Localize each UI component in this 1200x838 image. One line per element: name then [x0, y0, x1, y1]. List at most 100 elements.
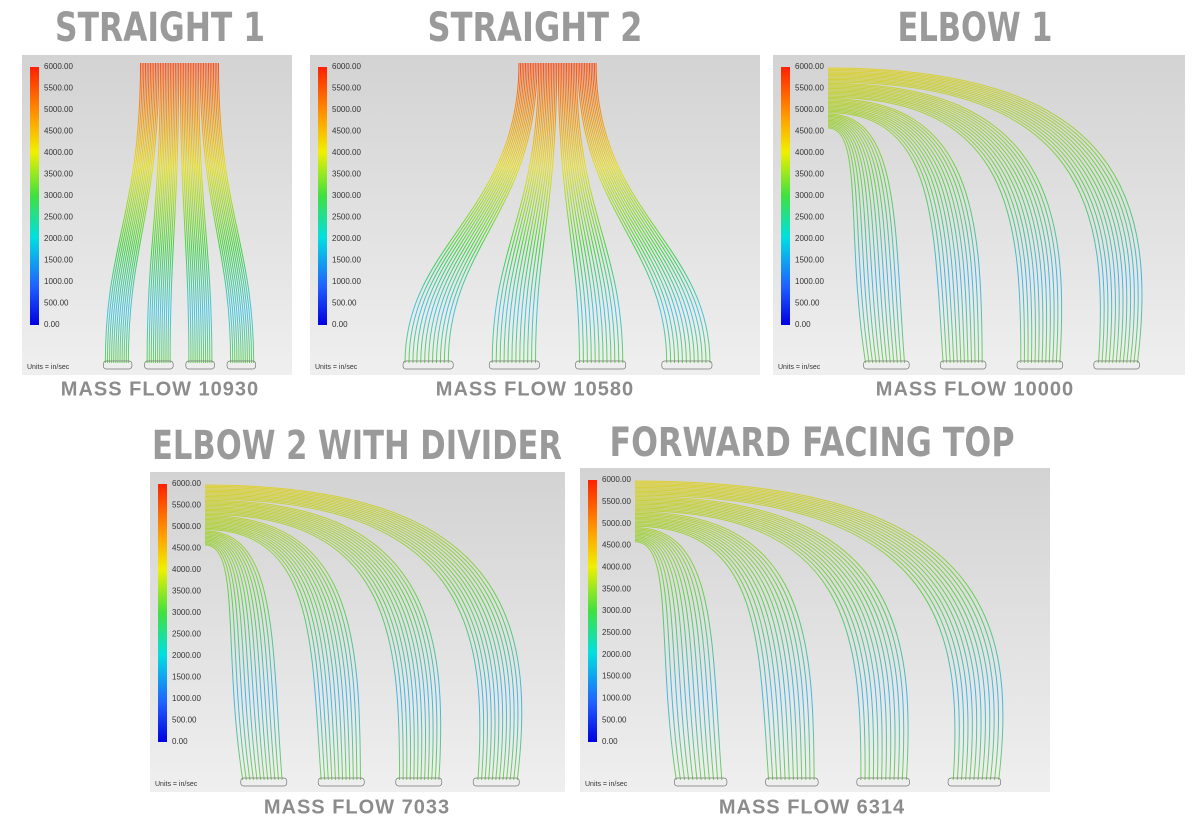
streamline — [106, 62, 143, 364]
colorbar-tick-label: 500.00 — [172, 716, 197, 725]
colorbar-tick-label: 500.00 — [602, 715, 627, 724]
colorbar-tick-label: 4000.00 — [44, 148, 73, 157]
panel-background — [310, 55, 760, 375]
streamline — [827, 112, 944, 364]
streamline — [827, 84, 1059, 364]
streamline — [495, 62, 541, 364]
streamline — [196, 62, 211, 364]
streamline — [827, 70, 1135, 364]
panel-title: STRAIGHT 1 — [55, 5, 265, 51]
colorbar-tick-label: 5500.00 — [332, 84, 361, 93]
streamline — [634, 508, 866, 781]
streamline — [634, 534, 698, 781]
colorbar-tick-label: 1500.00 — [172, 673, 201, 682]
colorbar-tick-label: 4500.00 — [795, 127, 824, 136]
streamline — [562, 62, 592, 364]
runner-outlet — [317, 777, 365, 787]
panel-title: ELBOW 2 WITH DIVIDER — [152, 423, 562, 469]
streamline — [204, 540, 254, 781]
mass-flow-caption: MASS FLOW 10000 — [876, 378, 1074, 400]
colorbar-tick-label: 500.00 — [795, 299, 820, 308]
streamline — [634, 516, 799, 781]
streamline — [204, 526, 329, 781]
runner-outlet — [144, 360, 174, 370]
units-label: Units = in/sec — [315, 364, 358, 371]
streamline — [634, 523, 778, 781]
streamline — [523, 62, 553, 364]
panel-title: ELBOW 1 — [898, 5, 1053, 51]
streamline — [827, 119, 888, 364]
streamline — [204, 520, 347, 781]
streamline — [634, 529, 715, 781]
streamline — [150, 62, 165, 364]
streamline — [827, 107, 958, 364]
colorbar-tick-label: 5500.00 — [602, 497, 631, 506]
streamline — [424, 62, 528, 364]
streamline — [111, 62, 147, 364]
colorbar-tick-label: 1500.00 — [795, 256, 824, 265]
mass-flow-caption: MASS FLOW 10930 — [61, 378, 259, 400]
streamline — [827, 103, 969, 364]
streamline — [572, 62, 616, 364]
streamline — [634, 496, 909, 781]
streamline — [183, 62, 194, 364]
streamline — [634, 483, 995, 781]
streamline — [634, 485, 986, 781]
streamline — [408, 62, 522, 364]
streamline — [152, 62, 166, 364]
streamline — [827, 123, 877, 364]
streamline — [204, 511, 408, 781]
streamline — [109, 62, 145, 364]
streamline — [416, 62, 525, 364]
colorbar-tick-label: 500.00 — [44, 299, 69, 308]
streamline — [199, 62, 232, 364]
streamline — [208, 62, 242, 364]
streamline — [515, 62, 549, 364]
streamline — [592, 62, 703, 364]
colorbar-tick-label: 500.00 — [332, 299, 357, 308]
streamline — [827, 114, 902, 364]
streamline — [186, 62, 198, 364]
colorbar-tick-label: 5000.00 — [172, 522, 201, 531]
colorbar-tick-label: 2500.00 — [172, 630, 201, 639]
streamline — [204, 544, 244, 781]
streamline — [204, 489, 507, 781]
streamline — [827, 78, 1109, 364]
streamline — [535, 62, 558, 364]
streamline — [827, 85, 1055, 364]
colorbar-tick-label: 3000.00 — [44, 191, 73, 200]
colorbar-tick-label: 3500.00 — [172, 587, 201, 596]
streamline — [634, 506, 875, 781]
runner-outlet — [102, 360, 133, 370]
streamline — [204, 503, 430, 781]
colorbar-tick-label: 3500.00 — [795, 170, 824, 179]
streamline — [634, 486, 982, 781]
runner-outlet — [1016, 360, 1064, 370]
streamline — [827, 121, 884, 364]
runner-outlet — [185, 360, 215, 370]
streamline — [634, 518, 794, 781]
streamline — [159, 62, 171, 364]
colorbar-tick-label: 1000.00 — [172, 694, 201, 703]
streamline — [634, 489, 973, 781]
streamline — [579, 62, 672, 364]
colorbar-tick-label: 2000.00 — [172, 651, 201, 660]
colorbar-tick-label: 1000.00 — [602, 693, 631, 702]
colorbar-tick-label: 3000.00 — [795, 191, 824, 200]
streamline — [204, 507, 419, 781]
runner-outlet — [472, 777, 520, 787]
streamline — [634, 530, 710, 781]
runner-outlet — [575, 360, 627, 370]
streamline — [827, 127, 867, 364]
streamline — [634, 505, 879, 781]
streamline — [634, 493, 960, 781]
streamline — [511, 62, 548, 364]
streamline — [634, 540, 681, 781]
streamline — [204, 488, 511, 781]
streamline — [204, 502, 434, 781]
streamline — [165, 62, 176, 364]
streamline — [569, 62, 608, 364]
streamline — [204, 512, 404, 781]
colorbar-tick-label: 5500.00 — [795, 84, 824, 93]
